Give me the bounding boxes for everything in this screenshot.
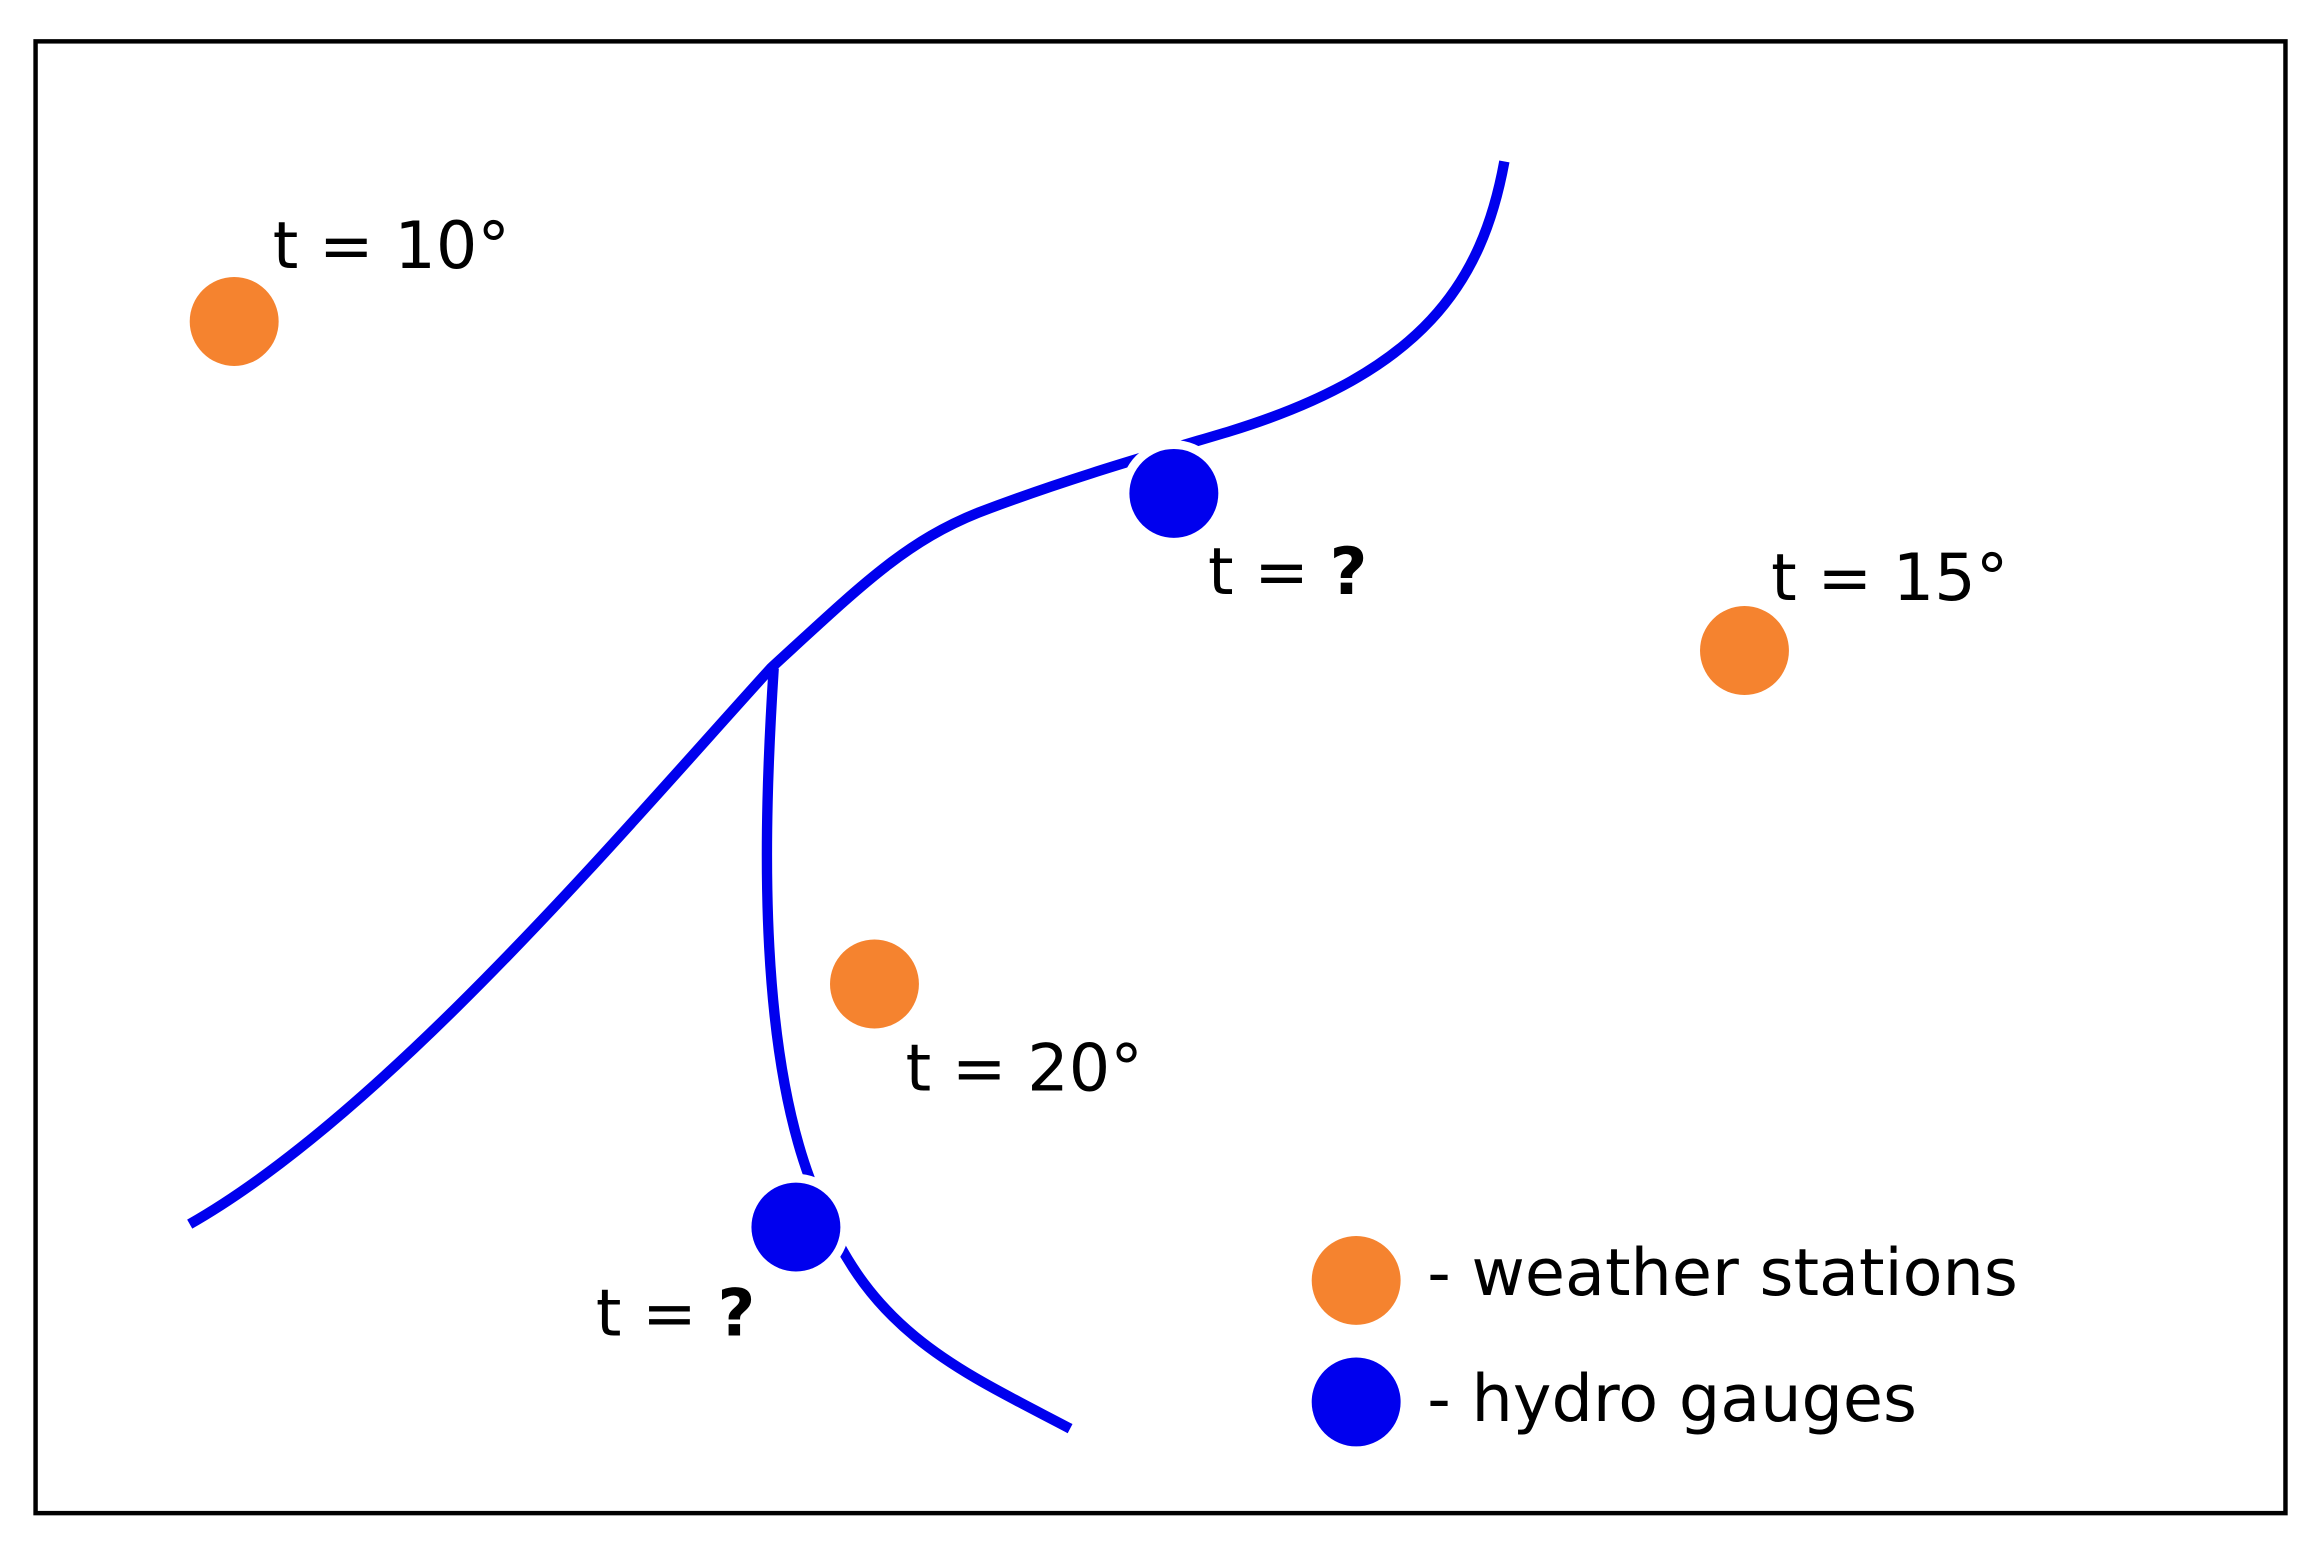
gauge-label: t = ?	[596, 1275, 755, 1351]
gauge-value: ?	[1330, 534, 1368, 610]
station-label: t = 15°	[1771, 540, 2008, 616]
gauge-prefix: t =	[1208, 534, 1330, 610]
legend-label: - weather stations	[1427, 1235, 2018, 1311]
river-main	[187, 160, 1510, 1229]
hydro-gauge	[751, 1182, 841, 1272]
station-label: t = 20°	[906, 1031, 1143, 1107]
weather-station	[189, 277, 279, 366]
frame	[33, 39, 2288, 1516]
station-label: t = 10°	[273, 208, 510, 284]
weather-station	[830, 939, 919, 1029]
legend-swatch	[1311, 1357, 1401, 1447]
gauge-value: ?	[717, 1275, 755, 1351]
gauge-prefix: t =	[596, 1275, 718, 1351]
weather-station	[1700, 606, 1789, 695]
legend-label: - hydro gauges	[1427, 1361, 1917, 1437]
legend-swatch	[1311, 1235, 1401, 1325]
gauge-label: t = ?	[1208, 534, 1367, 610]
hydro-gauge	[1129, 448, 1219, 538]
